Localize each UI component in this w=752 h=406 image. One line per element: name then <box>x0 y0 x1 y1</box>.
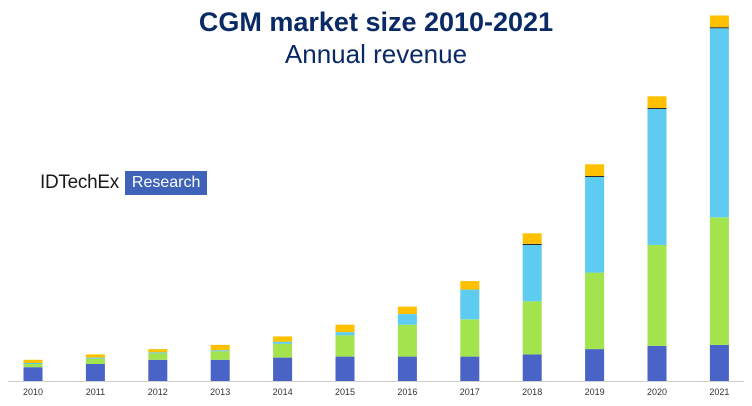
bar-segment-2020-s3 <box>647 109 667 245</box>
chart-subtitle: Annual revenue <box>284 39 468 69</box>
bar-segment-2013-s2 <box>210 351 230 360</box>
bar-segment-2021-s4 <box>709 27 729 29</box>
bar-segment-2014-s2 <box>273 343 293 358</box>
x-tick-label-2021: 2021 <box>709 387 729 397</box>
x-tick-label-2014: 2014 <box>273 387 293 397</box>
x-tick-label-2017: 2017 <box>460 387 480 397</box>
bar-segment-2017-s1 <box>460 356 480 381</box>
chart-title: CGM market size 2010-2021 <box>198 7 554 37</box>
bar-segment-2015-s5 <box>335 324 355 333</box>
logo-wordmark: IDTechEx <box>40 172 119 193</box>
bar-segment-2010-s5 <box>23 359 43 363</box>
bar-segment-2015-s3 <box>335 332 355 336</box>
bar-segment-2019-s2 <box>585 272 605 350</box>
bar-segment-2015-s2 <box>335 335 355 357</box>
x-tick-label-2019: 2019 <box>585 387 605 397</box>
bar-segment-2012-s2 <box>148 353 168 360</box>
bar-segment-2019-s1 <box>585 349 605 381</box>
bar-segment-2018-s4 <box>522 243 542 245</box>
x-tick-label-2016: 2016 <box>397 387 417 397</box>
x-tick-label-2013: 2013 <box>210 387 230 397</box>
x-tick-label-2018: 2018 <box>522 387 542 397</box>
bar-segment-2012-s5 <box>148 349 168 353</box>
bar-segment-2016-s5 <box>397 306 417 314</box>
x-tick-labels: 2010 2011 2012 2013 2014 2015 2016 2017 2018 2019… <box>23 387 729 397</box>
bar-segment-2021-s1 <box>709 344 729 381</box>
logo-research-box: Research <box>124 171 208 195</box>
bar-segment-2021-s3 <box>709 28 729 218</box>
bar-segment-2010-s1 <box>23 367 43 381</box>
bar-segment-2015-s1 <box>335 356 355 381</box>
bar-segment-2014-s1 <box>273 357 293 381</box>
bar-segment-2018-s2 <box>522 301 542 355</box>
bar-segment-2020-s2 <box>647 245 667 346</box>
bar-segment-2018-s5 <box>522 233 542 244</box>
bar-segment-2021-s5 <box>709 15 729 28</box>
bar-segment-2013-s1 <box>210 359 230 382</box>
bar-segment-2016-s3 <box>397 314 417 325</box>
bar-segment-2020-s4 <box>647 107 667 109</box>
bar-segment-2011-s5 <box>85 354 105 358</box>
bar-segment-2013-s5 <box>210 344 230 351</box>
bar-segment-2017-s2 <box>460 319 480 357</box>
bar-segment-2017-s3 <box>460 289 480 320</box>
bar-segment-2016-s1 <box>397 356 417 381</box>
x-tick-label-2010: 2010 <box>23 387 43 397</box>
idtechex-logo: IDTechEx Research <box>40 171 208 195</box>
bar-segment-2018-s1 <box>522 354 542 381</box>
bar-segment-2019-s4 <box>585 175 605 177</box>
bar-segment-2019-s5 <box>585 164 605 176</box>
bar-segment-2010-s3 <box>23 362 43 364</box>
bar-segment-2011-s1 <box>85 364 105 381</box>
x-tick-label-2011: 2011 <box>86 387 105 397</box>
bar-segment-2012-s3 <box>148 352 168 354</box>
bar-segment-2014-s3 <box>273 341 293 344</box>
bar-segment-2021-s2 <box>709 217 729 345</box>
bar-segment-2019-s3 <box>585 177 605 273</box>
bar-segment-2020-s1 <box>647 345 667 381</box>
x-tick-label-2015: 2015 <box>335 387 355 397</box>
bar-segment-2013-s3 <box>210 350 230 352</box>
bars-group <box>23 15 729 382</box>
bar-segment-2017-s5 <box>460 281 480 290</box>
bar-segment-2016-s2 <box>397 324 417 357</box>
bar-segment-2018-s3 <box>522 245 542 302</box>
bar-segment-2020-s5 <box>647 96 667 108</box>
bar-segment-2011-s3 <box>85 357 105 359</box>
bar-segment-2012-s1 <box>148 359 168 382</box>
bar-segment-2010-s2 <box>23 364 43 368</box>
x-tick-label-2012: 2012 <box>148 387 168 397</box>
bar-segment-2011-s2 <box>85 358 105 364</box>
x-tick-label-2020: 2020 <box>647 387 667 397</box>
bar-segment-2014-s5 <box>273 336 293 342</box>
